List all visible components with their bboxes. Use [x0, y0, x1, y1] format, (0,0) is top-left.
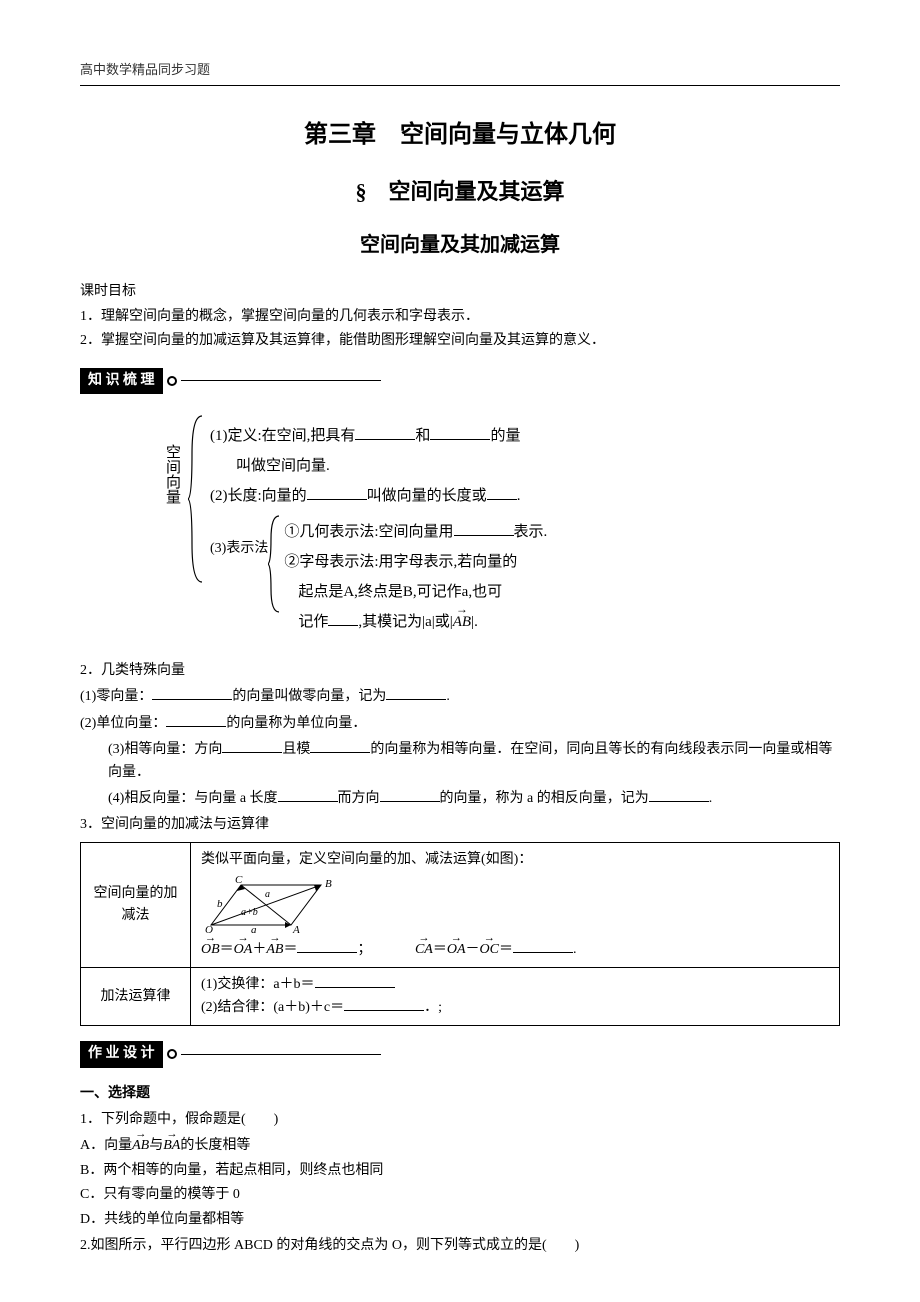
section-circle-icon — [167, 1049, 177, 1059]
concept-def: (1)定义:在空间,把具有和的量 — [210, 424, 547, 448]
addsub-table: 空间向量的加减法 类似平面向量，定义空间向量的加、减法运算(如图)： O A B… — [80, 842, 840, 1027]
section-line — [181, 1054, 381, 1055]
concept-repr-letter3: 记作,其模记为|a|或|AB|. — [284, 610, 547, 634]
table-cell-law-content: (1)交换律：a＋b＝ (2)结合律：(a＋b)＋c＝．; — [191, 968, 840, 1026]
table-cell-law-label: 加法运算律 — [81, 968, 191, 1026]
svg-text:a: a — [265, 889, 270, 900]
option-B: B．两个相等的向量，若起点相同，则终点也相同 — [80, 1160, 840, 1182]
eq-CA: CA＝OA－OC＝. — [415, 942, 577, 957]
goal-item: 2．掌握空间向量的加减运算及其运算律，能借助图形理解空间向量及其运算的意义． — [80, 330, 840, 352]
question-2: 2.如图所示，平行四边形 ABCD 的对角线的交点为 O，则下列等式成立的是( … — [80, 1235, 840, 1257]
unit-vector: (2)单位向量：的向量称为单位向量． — [80, 713, 840, 735]
concept-side-label: 空间向量 — [160, 414, 188, 504]
svg-text:a+b: a+b — [241, 907, 258, 918]
svg-text:b: b — [217, 898, 223, 910]
svg-text:A: A — [292, 924, 300, 935]
section-line — [181, 380, 381, 381]
table-cell-addsub-content: 类似平面向量，定义空间向量的加、减法运算(如图)： O A B C a b a … — [191, 842, 840, 968]
section-divider-zhishi: 知 识 梳 理 — [80, 368, 840, 394]
section-label: 作 业 设 计 — [80, 1041, 163, 1067]
svg-text:B: B — [325, 878, 332, 890]
part-a-heading: 一、选择题 — [80, 1083, 840, 1105]
brace-icon — [268, 514, 282, 614]
section-circle-icon — [167, 376, 177, 386]
concept-map: 空间向量 (1)定义:在空间,把具有和的量 叫做空间向量. (2)长度:向量的叫… — [160, 414, 840, 640]
q1-options: A．向量AB与BA的长度相等 B．两个相等的向量，若起点相同，则终点也相同 C．… — [80, 1135, 840, 1231]
subsection-title: 空间向量及其加减运算 — [80, 229, 840, 261]
concept-repr-label: (3)表示法 — [210, 514, 268, 560]
addsub-heading: 3．空间向量的加减法与运算律 — [80, 814, 840, 836]
concept-repr-letter2: 起点是A,终点是B,可记作a,也可 — [284, 580, 547, 604]
eq-OB: OB＝OA＋AB＝； — [201, 942, 375, 957]
commutative-law: (1)交换律：a＋b＝ — [201, 974, 829, 996]
goals-label: 课时目标 — [80, 281, 840, 303]
concept-repr-letter: ②字母表示法:用字母表示,若向量的 — [284, 550, 547, 574]
question-1: 1．下列命题中，假命题是( ) — [80, 1109, 840, 1131]
goal-item: 1．理解空间向量的概念，掌握空间向量的几何表示和字母表示． — [80, 306, 840, 328]
section-divider-zuoye: 作 业 设 计 — [80, 1041, 840, 1067]
equal-vector: (3)相等向量：方向且模的向量称为相等向量．在空间，同向且等长的有向线段表示同一… — [80, 739, 840, 784]
chapter-title: 第三章 空间向量与立体几何 — [80, 116, 840, 154]
option-A: A．向量AB与BA的长度相等 — [80, 1135, 840, 1157]
special-vectors: 2．几类特殊向量 (1)零向量：的向量叫做零向量，记为. (2)单位向量：的向量… — [80, 660, 840, 810]
concept-length: (2)长度:向量的叫做向量的长度或. — [210, 484, 547, 508]
concept-repr-geom: ①几何表示法:空间向量用表示. — [284, 520, 547, 544]
special-heading: 2．几类特殊向量 — [80, 660, 840, 682]
associative-law: (2)结合律：(a＋b)＋c＝．; — [201, 997, 829, 1019]
option-C: C．只有零向量的模等于 0 — [80, 1184, 840, 1206]
parallelogram-diagram: O A B C a b a a+b — [201, 875, 351, 935]
section-title: § 空间向量及其运算 — [80, 174, 840, 209]
zero-vector: (1)零向量：的向量叫做零向量，记为. — [80, 686, 840, 708]
addsub-intro: 类似平面向量，定义空间向量的加、减法运算(如图)： — [201, 852, 532, 867]
option-D: D．共线的单位向量都相等 — [80, 1209, 840, 1231]
svg-text:C: C — [235, 875, 243, 886]
brace-icon — [188, 414, 206, 584]
opposite-vector: (4)相反向量：与向量 a 长度而方向的向量，称为 a 的相反向量，记为. — [80, 788, 840, 810]
section-label: 知 识 梳 理 — [80, 368, 163, 394]
table-cell-addsub-label: 空间向量的加减法 — [81, 842, 191, 968]
page-header: 高中数学精品同步习题 — [80, 60, 840, 86]
lesson-goals: 课时目标 1．理解空间向量的概念，掌握空间向量的几何表示和字母表示． 2．掌握空… — [80, 281, 840, 352]
concept-def-cont: 叫做空间向量. — [210, 454, 547, 478]
